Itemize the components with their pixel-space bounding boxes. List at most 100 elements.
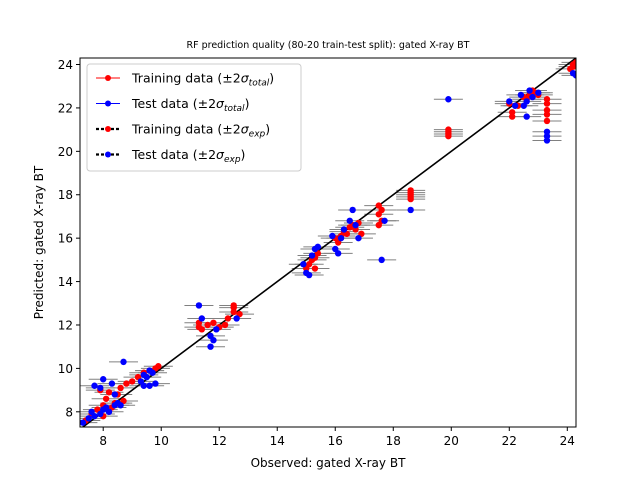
legend-label: Test data (±2σtotal) bbox=[131, 96, 249, 114]
test-point bbox=[352, 221, 359, 229]
legend-marker bbox=[105, 75, 111, 81]
test-point bbox=[213, 326, 220, 333]
y-tick-label: 14 bbox=[58, 275, 73, 289]
training-point bbox=[123, 380, 130, 387]
x-tick-label: 10 bbox=[154, 434, 169, 448]
test-point bbox=[346, 217, 353, 224]
test-point bbox=[105, 408, 113, 416]
test-point bbox=[523, 113, 530, 120]
x-tick-label: 8 bbox=[99, 434, 107, 448]
training-point bbox=[117, 384, 124, 392]
y-tick-label: 12 bbox=[58, 318, 73, 332]
training-point bbox=[407, 195, 414, 203]
training-point bbox=[198, 326, 206, 333]
y-tick-label: 16 bbox=[58, 232, 73, 246]
test-point bbox=[210, 336, 217, 344]
training-point bbox=[543, 100, 551, 107]
test-point bbox=[569, 69, 576, 77]
test-point bbox=[407, 206, 414, 214]
plot-frame bbox=[79, 57, 577, 428]
test-point bbox=[511, 102, 519, 109]
test-point bbox=[149, 369, 156, 376]
y-tick-label: 18 bbox=[58, 188, 73, 202]
test-point bbox=[337, 234, 345, 242]
legend-box bbox=[86, 63, 302, 172]
y-tick-label: 24 bbox=[58, 58, 73, 72]
test-point bbox=[91, 412, 98, 420]
training-point bbox=[543, 111, 551, 118]
training-point bbox=[224, 315, 232, 322]
test-point bbox=[543, 132, 551, 140]
training-point bbox=[155, 363, 162, 370]
test-point bbox=[529, 93, 536, 101]
test-point bbox=[305, 271, 313, 279]
training-point bbox=[221, 321, 229, 329]
test-point bbox=[233, 315, 240, 322]
test-point bbox=[314, 243, 322, 251]
test-point bbox=[523, 98, 530, 105]
training-point bbox=[375, 221, 382, 229]
test-point bbox=[300, 261, 307, 268]
x-tick-label: 14 bbox=[270, 434, 285, 448]
test-point bbox=[91, 382, 98, 389]
x-tick-label: 20 bbox=[444, 434, 459, 448]
y-tick-label: 20 bbox=[58, 145, 73, 159]
test-point bbox=[334, 250, 342, 257]
test-point bbox=[85, 415, 92, 422]
test-point bbox=[207, 343, 214, 350]
test-point bbox=[117, 402, 124, 409]
test-point bbox=[140, 382, 148, 389]
legend-label: Training data (±2σexp) bbox=[131, 122, 270, 140]
test-point bbox=[340, 226, 348, 233]
legend-marker bbox=[105, 126, 111, 132]
training-point bbox=[210, 319, 217, 327]
legend-label: Test data (±2σexp) bbox=[131, 147, 245, 165]
x-tick-label: 22 bbox=[502, 434, 517, 448]
training-point bbox=[102, 395, 110, 402]
legend-marker bbox=[105, 100, 111, 107]
x-tick-label: 16 bbox=[328, 434, 343, 448]
training-point bbox=[311, 265, 319, 272]
training-point bbox=[129, 378, 136, 385]
y-axis-label: Predicted: gated X-ray BT bbox=[32, 165, 46, 319]
test-point bbox=[308, 252, 316, 259]
test-point bbox=[146, 382, 153, 389]
test-point bbox=[152, 380, 159, 387]
chart-title: RF prediction quality (80-20 train-test … bbox=[187, 40, 470, 51]
test-point bbox=[108, 380, 116, 387]
test-point bbox=[329, 232, 336, 240]
x-axis-label: Observed: gated X-ray BT bbox=[251, 456, 406, 470]
test-point bbox=[195, 302, 203, 309]
test-point bbox=[517, 91, 525, 99]
training-point bbox=[375, 211, 382, 218]
y-tick-label: 22 bbox=[58, 101, 73, 115]
test-point bbox=[378, 256, 385, 264]
test-point bbox=[381, 217, 388, 224]
test-point bbox=[143, 373, 150, 381]
x-tick-label: 12 bbox=[212, 434, 227, 448]
training-point bbox=[572, 59, 576, 66]
plot-area bbox=[80, 58, 576, 427]
x-tick-label: 24 bbox=[560, 434, 575, 448]
legend-label: Training data (±2σtotal) bbox=[131, 71, 274, 89]
identity-line bbox=[81, 58, 576, 427]
test-point bbox=[526, 87, 533, 94]
training-point bbox=[508, 113, 516, 120]
test-point bbox=[120, 358, 127, 366]
y-tick-label: 8 bbox=[65, 405, 73, 419]
legend: Training data (±2σtotal) Test data (±2σto… bbox=[86, 63, 302, 172]
training-point bbox=[105, 389, 113, 396]
x-tick-label: 18 bbox=[386, 434, 401, 448]
test-point bbox=[349, 206, 356, 214]
training-point bbox=[445, 132, 452, 140]
test-point bbox=[80, 419, 87, 426]
training-point bbox=[543, 117, 551, 125]
test-point bbox=[198, 315, 206, 322]
test-point bbox=[535, 89, 542, 96]
training-point bbox=[230, 302, 237, 309]
test-point bbox=[506, 98, 513, 105]
training-point bbox=[204, 321, 211, 329]
y-tick-label: 10 bbox=[58, 362, 73, 376]
test-point bbox=[355, 234, 362, 242]
